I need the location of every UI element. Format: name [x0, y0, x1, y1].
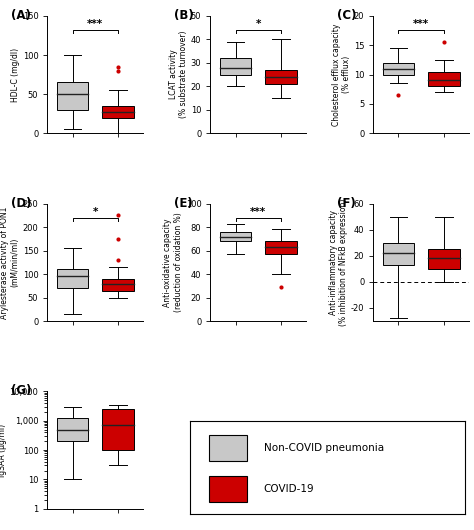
Text: (D): (D) [11, 197, 31, 210]
Bar [265, 241, 297, 254]
Bar [209, 476, 247, 502]
Y-axis label: Anti-oxidative capacity
(reduction of oxidation %): Anti-oxidative capacity (reduction of ox… [164, 213, 183, 312]
Bar [265, 70, 297, 84]
Bar [219, 58, 252, 75]
Bar [209, 435, 247, 461]
Text: (A): (A) [11, 9, 31, 22]
Text: (G): (G) [11, 384, 31, 398]
Text: COVID-19: COVID-19 [264, 484, 314, 494]
Text: ***: *** [250, 207, 266, 217]
Bar [428, 72, 460, 86]
Text: (C): (C) [337, 9, 356, 22]
Text: ***: *** [413, 19, 429, 29]
Y-axis label: LCAT activity
(% substrate turnover): LCAT activity (% substrate turnover) [169, 31, 188, 118]
Text: (F): (F) [337, 197, 356, 210]
Text: *: * [255, 19, 261, 29]
Bar [56, 419, 89, 441]
Bar [102, 279, 134, 290]
Bar [383, 243, 414, 265]
Y-axis label: Cholesterol efflux capacity
(% efflux): Cholesterol efflux capacity (% efflux) [332, 23, 351, 126]
Text: Non-COVID pneumonia: Non-COVID pneumonia [264, 443, 384, 453]
Bar [383, 63, 414, 75]
Bar [56, 269, 89, 288]
Text: ***: *** [87, 19, 103, 29]
Text: (B): (B) [174, 9, 194, 22]
Y-axis label: Anti-inflammatory capacity
(% inhibition of NFkB expression): Anti-inflammatory capacity (% inhibition… [328, 199, 348, 326]
Bar [219, 232, 252, 241]
Bar [56, 82, 89, 110]
Bar [428, 249, 460, 269]
Text: *: * [92, 207, 98, 217]
Text: (E): (E) [174, 197, 193, 210]
Y-axis label: HDL-C (mg/dl): HDL-C (mg/dl) [11, 48, 20, 102]
Bar [102, 106, 134, 118]
Bar [102, 409, 134, 450]
Y-axis label: lgSAA (µg/ml): lgSAA (µg/ml) [0, 423, 7, 476]
Y-axis label: Arylesterase activity of PON1
(mM/min/ml): Arylesterase activity of PON1 (mM/min/ml… [0, 206, 20, 319]
